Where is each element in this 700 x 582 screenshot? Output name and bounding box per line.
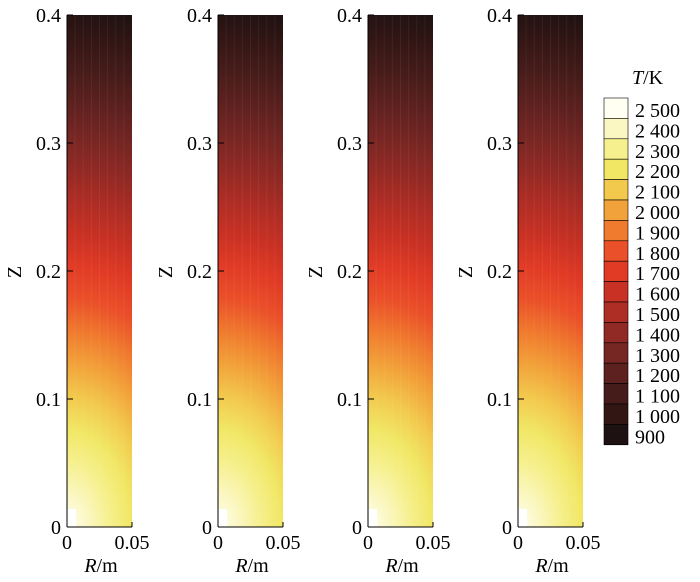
legend-level-label: 1 300 — [635, 345, 680, 367]
legend-swatch — [603, 97, 629, 119]
legend-swatch — [603, 240, 629, 262]
x-axis-label: R/m — [83, 555, 118, 577]
legend-level-label: 900 — [635, 426, 665, 448]
y-tick-label: 0.2 — [36, 261, 61, 283]
legend-level-label: 2 300 — [635, 141, 680, 163]
legend-level-label: 1 900 — [635, 222, 680, 244]
y-tick-label: 0.3 — [337, 133, 362, 155]
x-axis-label: R/m — [384, 555, 419, 577]
temperature-field — [218, 15, 283, 527]
legend-swatch — [603, 424, 629, 446]
legend-swatch — [603, 220, 629, 242]
x-tick-label: 0 — [513, 532, 523, 554]
legend-swatch — [603, 403, 629, 425]
contour-panel-1: 00.10.20.30.40 0.05R/mZ — [4, 5, 150, 577]
y-tick-label: 0.2 — [487, 261, 512, 283]
y-axis-label: Z — [455, 266, 477, 278]
y-tick-label: 0.1 — [187, 389, 212, 411]
legend-swatch — [603, 199, 629, 221]
x-axis-label: R/m — [234, 555, 269, 577]
x-axis-label: R/m — [534, 555, 569, 577]
legend-level-label: 2 000 — [635, 202, 680, 224]
legend-level-label: 2 500 — [635, 100, 680, 122]
x-axis-label-symbol: R — [534, 555, 547, 577]
x-tick-label: 0.05 — [266, 532, 301, 554]
legend-title: T/K — [632, 67, 664, 89]
y-tick-label: 0 — [51, 517, 61, 539]
legend-level-label: 1 000 — [635, 406, 680, 428]
y-tick-label: 0 — [352, 517, 362, 539]
inlet-region — [218, 509, 227, 527]
y-tick-label: 0.2 — [337, 261, 362, 283]
y-tick-label: 0 — [202, 517, 212, 539]
legend-title-unit: /K — [643, 67, 664, 89]
legend-level-label: 1 400 — [635, 324, 680, 346]
legend-swatch — [603, 362, 629, 384]
x-tick-label: 0.05 — [566, 532, 601, 554]
y-tick-label: 0.3 — [36, 133, 61, 155]
legend-swatch — [603, 383, 629, 405]
contour-panel-3: 00.10.20.30.40 0.05R/mZ — [305, 5, 451, 577]
legend-swatch — [603, 260, 629, 282]
y-tick-label: 0.4 — [187, 5, 212, 27]
legend-level-label: 1 800 — [635, 243, 680, 265]
legend-swatch — [603, 342, 629, 364]
x-tick-label: 0 — [213, 532, 223, 554]
y-tick-label: 0.2 — [187, 261, 212, 283]
y-axis-label: Z — [4, 266, 26, 278]
y-tick-label: 0.3 — [187, 133, 212, 155]
x-axis-label-symbol: R — [234, 555, 247, 577]
x-axis-label-unit: /m — [548, 555, 570, 577]
contour-panel-4: 00.10.20.30.40 0.05R/mZ — [455, 5, 601, 577]
temperature-field — [67, 15, 132, 527]
x-axis-label-unit: /m — [398, 555, 420, 577]
y-tick-label: 0.3 — [487, 133, 512, 155]
x-axis-label-unit: /m — [97, 555, 119, 577]
legend-level-label: 2 200 — [635, 161, 680, 183]
x-axis-label-symbol: R — [83, 555, 96, 577]
legend-level-label: 1 100 — [635, 386, 680, 408]
legend-swatch — [603, 179, 629, 201]
legend-title-symbol: T — [632, 67, 645, 89]
legend-swatch — [603, 158, 629, 180]
x-tick-label: 0.05 — [115, 532, 150, 554]
y-tick-label: 0.4 — [36, 5, 61, 27]
x-tick-label: 0 — [62, 532, 72, 554]
inlet-region — [368, 509, 377, 527]
temperature-field — [368, 15, 433, 527]
x-tick-label: 0.05 — [416, 532, 451, 554]
y-tick-label: 0.1 — [487, 389, 512, 411]
y-tick-label: 0.4 — [337, 5, 362, 27]
legend-level-label: 1 700 — [635, 263, 680, 285]
legend-swatch — [603, 118, 629, 140]
y-tick-label: 0.1 — [36, 389, 61, 411]
temperature-field — [518, 15, 583, 527]
legend-level-label: 2 100 — [635, 182, 680, 204]
x-axis-label-symbol: R — [384, 555, 397, 577]
legend-swatch — [603, 138, 629, 160]
legend-level-label: 1 600 — [635, 284, 680, 306]
legend-level-label: 2 400 — [635, 120, 680, 142]
inlet-region — [518, 509, 527, 527]
y-tick-label: 0.4 — [487, 5, 512, 27]
inlet-region — [67, 509, 76, 527]
legend-swatch — [603, 301, 629, 323]
y-tick-label: 0.1 — [337, 389, 362, 411]
legend-swatch — [603, 322, 629, 344]
legend-swatch — [603, 281, 629, 303]
legend-level-label: 1 200 — [635, 365, 680, 387]
y-axis-label: Z — [155, 266, 177, 278]
y-axis-label: Z — [305, 266, 327, 278]
legend-level-label: 1 500 — [635, 304, 680, 326]
x-tick-label: 0 — [363, 532, 373, 554]
x-axis-label-unit: /m — [248, 555, 270, 577]
y-tick-label: 0 — [502, 517, 512, 539]
contour-panel-2: 00.10.20.30.40 0.05R/mZ — [155, 5, 301, 577]
